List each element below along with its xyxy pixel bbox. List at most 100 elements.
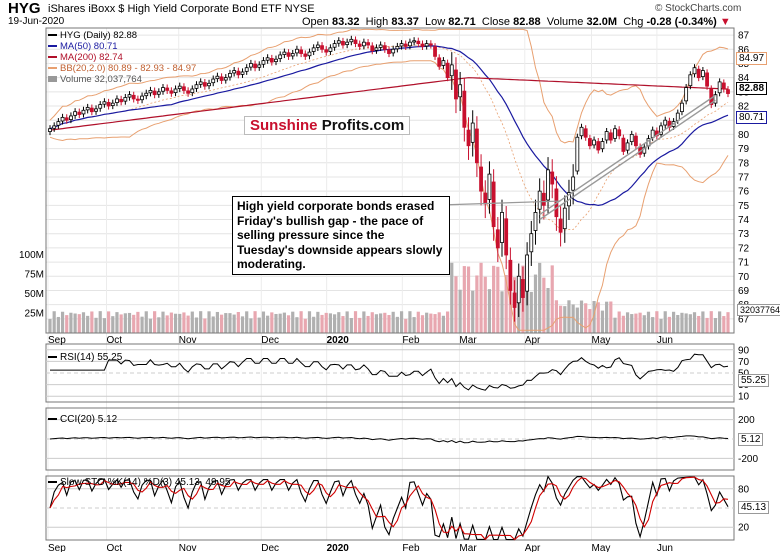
candle-body — [516, 275, 521, 304]
sto-value-tag: 45.13 — [738, 501, 770, 514]
candle-body — [487, 173, 492, 200]
cci-value-tag: 5.12 — [738, 433, 764, 446]
volume-bar — [228, 313, 232, 333]
candle-body — [604, 131, 609, 141]
rsi-value-tag: 55.25 — [738, 374, 770, 387]
candle-body — [537, 190, 542, 210]
volume-bar — [337, 312, 341, 333]
month-label: Sep — [48, 335, 66, 346]
sto-label: Slow STO %K(14) %D(3) 45.13, 49.95 — [48, 477, 230, 488]
candle-body — [462, 90, 467, 128]
volume-bar — [688, 314, 692, 333]
candle-body — [428, 43, 433, 46]
rsi-tick-label: 70 — [738, 357, 750, 368]
candle-body — [286, 52, 291, 57]
candle-body — [228, 72, 232, 78]
candle-body — [575, 136, 580, 172]
volume-bar — [504, 275, 508, 333]
candle-body — [219, 76, 224, 81]
volume-bar — [458, 289, 462, 333]
volume-bar — [425, 312, 429, 333]
volume-bar — [56, 316, 60, 333]
month-label: Mar — [459, 335, 477, 346]
candle-body — [177, 85, 182, 89]
volume-bar — [487, 289, 492, 333]
month-label: Oct — [106, 335, 122, 346]
volume-bar — [106, 311, 111, 333]
volume-bar — [709, 311, 713, 333]
volume-bar — [190, 311, 194, 333]
candle-body — [621, 137, 626, 152]
candle-body — [374, 47, 379, 51]
volume-bar — [479, 262, 483, 333]
rsi-label: RSI(14) 55.25 — [48, 352, 122, 363]
volume-bar — [483, 276, 487, 333]
candle-body — [529, 233, 534, 253]
volume-bar — [642, 315, 646, 333]
candle-body — [445, 62, 450, 79]
volume-bar — [404, 318, 408, 333]
candle-body — [349, 38, 354, 43]
volume-bar — [240, 316, 245, 333]
volume-bar — [236, 312, 240, 333]
month-label: 2020 — [327, 543, 350, 552]
y-tick-label: 86 — [738, 45, 750, 56]
chart-date: 19-Jun-2020 — [8, 16, 65, 27]
volume-bar — [261, 311, 266, 333]
y-tick-label: 79 — [738, 144, 750, 155]
legend-price: HYG (Daily) 82.88 — [48, 30, 137, 41]
candle-body — [56, 121, 61, 126]
volume-bar — [575, 307, 579, 333]
candle-body — [688, 74, 693, 87]
volume-bar — [374, 314, 379, 333]
candle-body — [500, 212, 504, 243]
candle-body — [265, 57, 270, 61]
volume-bar — [182, 312, 186, 333]
volume-bar — [349, 318, 353, 333]
volume-bar — [291, 311, 295, 333]
volume-bar — [328, 313, 333, 333]
candle-body — [675, 112, 680, 121]
month-label: Nov — [179, 335, 197, 346]
candle-body — [73, 111, 78, 116]
rsi-tick-label: 10 — [738, 392, 750, 403]
volume-bar — [98, 311, 102, 333]
candle-body — [236, 70, 241, 76]
volume-bar — [634, 313, 638, 333]
month-label: Mar — [459, 543, 477, 552]
volume-bar — [655, 311, 659, 333]
volume-bar — [215, 311, 220, 333]
volume-bar — [563, 306, 567, 333]
candle-body — [207, 82, 211, 87]
candle-body — [713, 94, 718, 104]
volume-bar — [391, 311, 395, 333]
month-label: Sep — [48, 543, 66, 552]
y-tick-label: 69 — [738, 286, 750, 297]
candle-body — [571, 176, 576, 191]
volume-bar — [433, 314, 437, 333]
candle-body — [525, 254, 530, 292]
y-tick-label: 80 — [738, 130, 750, 141]
rsi-line — [50, 353, 729, 391]
month-label: Jun — [657, 335, 673, 346]
y-tick-label: 71 — [738, 258, 750, 269]
candle-body — [295, 48, 299, 54]
candle-body — [248, 63, 253, 68]
volume-bar — [412, 317, 416, 333]
volume-bar — [186, 315, 190, 333]
volume-bar — [542, 277, 546, 333]
volume-bar — [286, 315, 291, 333]
candle-body — [48, 128, 52, 132]
volume-bar — [538, 262, 542, 333]
volume-bar — [94, 317, 98, 333]
volume-bar — [127, 312, 132, 333]
bb-upper-tag: 84.97 — [736, 52, 768, 65]
candle-body — [437, 57, 442, 67]
volume-bar — [441, 315, 446, 333]
candle-body — [357, 43, 362, 47]
candle-body — [680, 102, 684, 113]
candle-body — [161, 87, 165, 92]
candle-body — [395, 46, 400, 50]
candle-body — [324, 49, 329, 53]
volume-bar — [718, 311, 722, 333]
